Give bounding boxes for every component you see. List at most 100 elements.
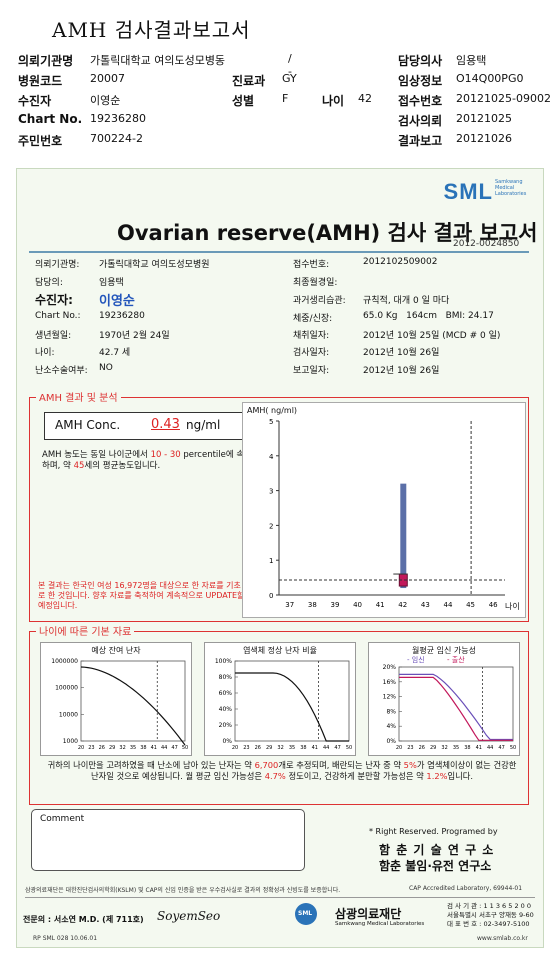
field-label: 담당의사	[398, 54, 443, 68]
y-tick-label: 0	[269, 592, 273, 600]
pregnancy-chart: 20% 16% 12% 8% 4% 0%20 23 26 29 32 35 38 41 44 47 50	[383, 664, 517, 751]
amh-concentration-box: AMH Conc. 0.43 ng/ml	[44, 412, 243, 440]
info-label: 보고일자:	[293, 366, 330, 376]
x-tick-label: 44	[323, 745, 329, 751]
age-data-section: 나이에 따른 기본 자료 예상 잔여 난자 1000000 100000 10000…	[29, 623, 529, 805]
x-tick-label: 41	[151, 745, 157, 751]
pregnancy-curve	[399, 673, 513, 741]
y-tick-label: 1000	[63, 738, 78, 745]
lab-name-2: 함춘 불임·유전 연구소	[379, 859, 492, 873]
info-label: 접수번호:	[293, 260, 330, 270]
field-value: 임용택	[456, 54, 487, 67]
x-tick-label: 38	[464, 745, 470, 751]
y-tick-label: 0%	[386, 738, 396, 745]
x-tick-label: 41	[476, 745, 482, 751]
y-tick-label: 4%	[386, 723, 396, 730]
field-value: O14Q00PG0	[456, 72, 524, 85]
info-label: 검사일자:	[293, 348, 330, 358]
form-code: RP SML 028 10.06.01	[33, 935, 98, 942]
x-tick-label: 29	[430, 745, 436, 751]
contact-info: 검 사 기 관 : 1 1 3 6 5 2 0 0 서울특별시 서초구 양재동 …	[447, 902, 534, 928]
x-tick-label: 32	[277, 745, 283, 751]
summary-birth: 1.2%	[426, 771, 448, 781]
y-tick-label: 20%	[383, 664, 397, 671]
x-tick-label: 35	[289, 745, 295, 751]
info-value: 임용택	[99, 278, 124, 288]
plot-area	[80, 660, 186, 742]
field-value: 20007	[90, 72, 125, 85]
y-tick-label: 0%	[222, 738, 232, 745]
x-tick-label: 26	[419, 745, 425, 751]
y-tick-label: 12%	[383, 694, 397, 701]
plot-area	[398, 666, 514, 742]
lab-name-1: 함 춘 기 술 연 구 소	[379, 843, 495, 857]
y-tick-label: 1	[269, 557, 273, 565]
document-title: AMH 검사결과보고서	[52, 18, 251, 42]
amh-note: 본 결과는 한국인 여성 16,972명을 대상으로 한 자료를 기초로 한 것…	[38, 581, 245, 610]
desc-percentile: 10 - 30	[150, 450, 181, 460]
x-tick-label: 23	[407, 745, 413, 751]
amh-conc-value: 0.43	[151, 417, 180, 432]
x-tick-label: 20	[232, 745, 238, 751]
info-label: 나이:	[35, 348, 55, 358]
sml-logo-subtitle: Samkwang Medical Laboratories	[495, 179, 527, 197]
summary-text: 귀하의 나이만을 고려하였을 때 난소에 남아 있는 난자는 약	[47, 760, 252, 770]
mini-chart-chromosome: 염색체 정상 난자 비율 100% 80% 60% 40% 20% 0% 20 23 26 29 3…	[204, 642, 356, 756]
eggs-curve	[80, 666, 186, 746]
x-tick-label: 47	[171, 745, 177, 751]
info-label: 의뢰기관명:	[35, 260, 80, 270]
amh-result-section: AMH 결과 및 분석 AMH Conc. 0.43 ng/ml AMH 농도는…	[29, 389, 529, 622]
x-tick-label: 43	[421, 601, 430, 609]
desc-text: 세의 평균농도입니다.	[84, 461, 161, 471]
field-label: 성별	[232, 94, 255, 108]
legend-pregnancy: - 임신	[407, 656, 425, 664]
report-title: Ovarian reserve(AMH) 검사 결과 보고서	[117, 221, 538, 245]
x-tick-label: 32	[119, 745, 125, 751]
field-value: 19236280	[90, 112, 146, 125]
x-tick-label: 45	[466, 601, 475, 609]
x-tick-label: 29	[266, 745, 272, 751]
x-tick-label: 29	[109, 745, 115, 751]
x-tick-label: 23	[88, 745, 94, 751]
comment-box: Comment	[31, 809, 305, 871]
y-tick-label: 10000	[59, 711, 78, 718]
info-label: 과거생리습관:	[293, 296, 346, 306]
sml-foundation-logo: SML	[295, 903, 317, 925]
field-label: 접수번호	[398, 94, 443, 108]
info-value: 19236280	[99, 311, 145, 321]
field-value: 20121025	[456, 112, 512, 125]
sml-logo: SML	[443, 179, 493, 204]
info-value: 가톨릭대학교 여의도성모병원	[99, 260, 210, 270]
field-value: GY	[282, 72, 297, 85]
mini-chart-pregnancy: 월평균 임신 가능성 - 임신 - 출산 20% 16% 12% 8% 4% 0% 20 23…	[368, 642, 520, 756]
info-value: 2012년 10월 26일	[363, 366, 440, 376]
field-label: 수진자	[18, 94, 52, 108]
x-tick-label: 47	[498, 745, 504, 751]
field-value: / -	[288, 52, 292, 78]
x-tick-label: 35	[130, 745, 136, 751]
amh-chart-xlabel: 나이	[505, 602, 520, 611]
info-value: 2012102509002	[363, 257, 438, 267]
signature: SoyemSeo	[157, 909, 221, 923]
info-value: NO	[99, 363, 113, 373]
y-tick-label: 80%	[219, 674, 233, 681]
chromosome-curve	[235, 672, 349, 742]
field-value: 가톨릭대학교 여의도성모병동	[90, 54, 226, 67]
x-tick-label: 44	[161, 745, 167, 751]
amh-range-bar	[400, 483, 407, 589]
desc-text: AMH 농도는 동일 나이군에서	[42, 450, 148, 460]
x-tick-label: 40	[353, 601, 362, 609]
title-divider	[29, 251, 529, 253]
y-tick-label: 5	[269, 418, 273, 426]
y-tick-label: 8%	[386, 708, 396, 715]
amh-description: AMH 농도는 동일 나이군에서 10 - 30 percentile에 속하며…	[42, 450, 247, 472]
age-section-heading: 나이에 따른 기본 자료	[36, 623, 135, 638]
mini-chart-title: 월평균 임신 가능성	[412, 646, 476, 655]
desc-age: 45	[73, 461, 85, 471]
field-value: 20121025-09002	[456, 92, 551, 105]
summary-text: 정도이고, 건강하게 분만할 가능성은 약	[288, 771, 424, 781]
summary-eggs: 6,700	[254, 760, 279, 770]
report-number: 2012-0024850	[453, 239, 520, 249]
